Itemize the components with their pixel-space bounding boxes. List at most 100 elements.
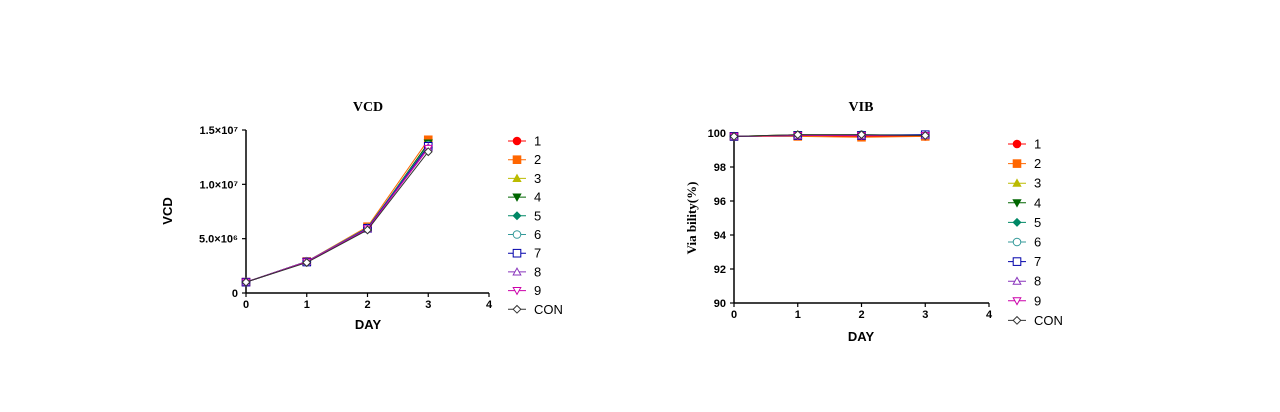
legend-marker (1012, 237, 1022, 247)
legend-label: 8 (534, 264, 541, 279)
x-axis-title: DAY (355, 317, 382, 332)
legend-label: 5 (534, 208, 541, 223)
plot-series (729, 129, 930, 142)
legend-marker (512, 155, 522, 164)
x-tick-label: 2 (364, 299, 370, 311)
x-axis: 0 1 2 3 4 (243, 292, 493, 311)
legend-item: 3 (1008, 176, 1041, 191)
y-tick-label: 1.0×10⁷ (200, 179, 239, 191)
legend-item: 9 (1008, 293, 1041, 308)
y-axis: 0 5.0×10⁶ 1.0×10⁷ 1.5×10⁷ (199, 125, 247, 300)
legend-marker (1012, 217, 1022, 227)
chart-title: VIB (849, 100, 874, 115)
legend-label: 5 (1034, 215, 1041, 230)
data-point (302, 258, 312, 268)
legend-marker (1012, 159, 1022, 168)
legend-marker (512, 136, 522, 146)
x-axis: 0 1 2 3 4 (731, 302, 993, 321)
x-tick-label: 0 (243, 299, 249, 311)
data-point (729, 131, 739, 141)
legend-item: CON (1008, 313, 1063, 328)
y-tick-label: 90 (714, 298, 726, 310)
legend-label: 1 (534, 134, 541, 149)
legend-marker (1012, 139, 1022, 149)
legend-label: 7 (1034, 254, 1041, 269)
series-line (245, 144, 429, 283)
y-tick-label: 98 (714, 162, 726, 174)
y-tick-label: 96 (714, 196, 726, 208)
legend-label: 6 (534, 227, 541, 242)
x-tick-label: 4 (986, 309, 993, 321)
legend-marker (512, 211, 522, 221)
series-line (245, 146, 429, 283)
legend-label: 1 (1034, 137, 1041, 152)
x-tick-label: 0 (731, 309, 737, 321)
legend-item: 7 (508, 246, 541, 261)
legend-item: 9 (508, 283, 541, 298)
data-point (241, 277, 251, 287)
y-tick-label: 92 (714, 264, 726, 276)
y-axis: 90 92 94 96 98 100 (708, 128, 735, 310)
legend: 1 2 3 4 5 6 7 8 9 CON (508, 134, 563, 317)
legend-label: 6 (1034, 235, 1041, 250)
legend-item: 5 (508, 208, 541, 223)
chart-vcd: VCD 0 1 2 3 4 0 5.0×10⁶ 1.0×10⁷ 1.5×10⁷ DAY VCD… (160, 100, 563, 332)
legend-label: 3 (1034, 176, 1041, 191)
legend-marker (1012, 297, 1022, 306)
legend-item: 6 (1008, 235, 1041, 250)
legend-item: 4 (1008, 195, 1041, 210)
y-tick-label: 94 (714, 230, 727, 242)
series-line (245, 146, 429, 283)
series-line (733, 134, 926, 137)
legend-item: 2 (1008, 156, 1041, 171)
legend-marker (512, 304, 522, 314)
legend-item: 4 (508, 190, 541, 205)
legend-label: CON (1034, 313, 1063, 328)
legend-marker (512, 193, 522, 202)
y-tick-label: 100 (708, 128, 726, 140)
legend-label: 4 (534, 190, 541, 205)
legend-label: 7 (534, 246, 541, 261)
legend-marker (512, 173, 522, 182)
legend-label: 9 (1034, 293, 1041, 308)
legend-label: 9 (534, 283, 541, 298)
x-tick-label: 1 (304, 299, 310, 311)
y-tick-label: 0 (232, 288, 238, 300)
series-line (245, 151, 429, 283)
legend-item: 7 (1008, 254, 1041, 269)
data-point (920, 131, 930, 141)
series-line (245, 148, 429, 283)
y-axis-title: Via bility(%) (684, 182, 699, 255)
legend: 1 2 3 4 5 6 7 8 9 CON (1008, 137, 1063, 328)
x-tick-label: 2 (858, 309, 864, 321)
plot-series (241, 135, 433, 287)
legend-item: 8 (1008, 274, 1041, 289)
legend-marker (1012, 276, 1022, 285)
series-line (245, 139, 429, 283)
legend-marker (512, 248, 522, 258)
legend-label: 3 (534, 171, 541, 186)
y-axis-title: VCD (160, 197, 175, 224)
x-tick-label: 4 (486, 299, 493, 311)
y-tick-label: 1.5×10⁷ (200, 125, 239, 137)
legend-label: 8 (1034, 274, 1041, 289)
legend-marker (1012, 178, 1022, 187)
legend-marker (1012, 199, 1022, 208)
x-axis-title: DAY (848, 329, 875, 344)
x-tick-label: 3 (425, 299, 431, 311)
legend-marker (1012, 315, 1022, 325)
legend-item: 5 (1008, 215, 1041, 230)
x-tick-label: 3 (922, 309, 928, 321)
legend-marker (512, 230, 522, 239)
series-line (245, 147, 429, 283)
legend-item: CON (508, 302, 563, 317)
series-line (245, 143, 429, 283)
data-point (362, 225, 373, 235)
legend-item: 8 (508, 264, 541, 279)
x-tick-label: 1 (795, 309, 801, 321)
legend-label: 2 (1034, 156, 1041, 171)
data-point (793, 130, 803, 140)
legend-marker (1012, 257, 1022, 266)
legend-item: 1 (1008, 137, 1041, 152)
